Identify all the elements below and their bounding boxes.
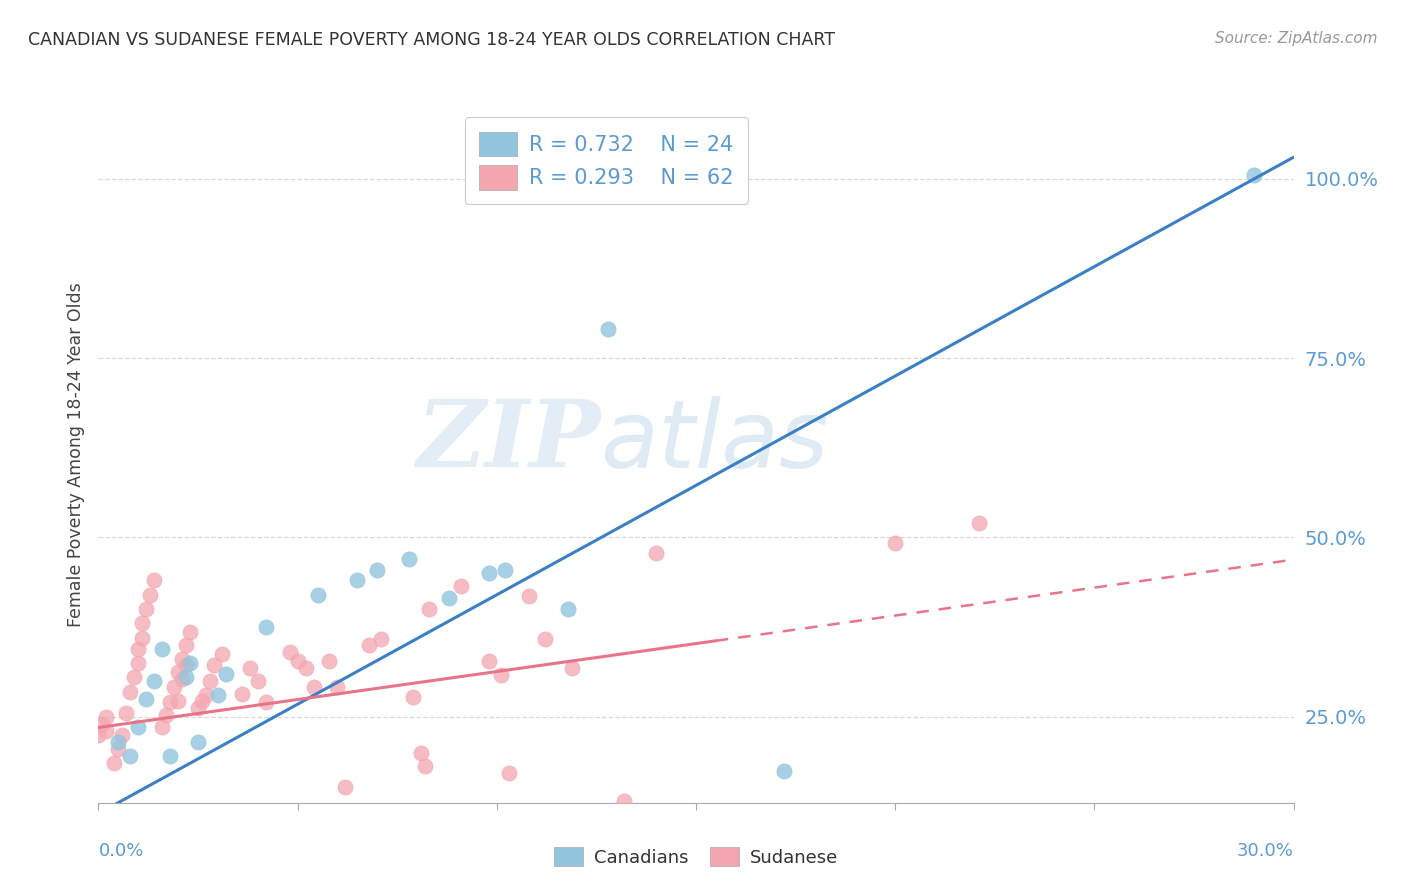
Point [111, 728, 134, 742]
Point [194, 688, 218, 702]
Point [107, 735, 129, 749]
Point [287, 654, 309, 668]
Point [167, 665, 190, 680]
Point [172, 652, 194, 666]
Legend: Canadians, Sudanese: Canadians, Sudanese [547, 840, 845, 874]
Point [174, 658, 197, 673]
Point [127, 656, 149, 670]
Point [561, 661, 583, 675]
Point [127, 721, 149, 735]
Point [398, 552, 420, 566]
Text: CANADIAN VS SUDANESE FEMALE POVERTY AMONG 18-24 YEAR OLDS CORRELATION CHART: CANADIAN VS SUDANESE FEMALE POVERTY AMON… [28, 31, 835, 49]
Point [174, 670, 197, 684]
Point [202, 658, 225, 673]
Point [131, 631, 153, 645]
Point [239, 661, 262, 675]
Point [124, 670, 146, 684]
Point [179, 625, 201, 640]
Text: atlas: atlas [600, 395, 828, 486]
Point [302, 680, 325, 694]
Point [413, 758, 436, 772]
Point [127, 641, 149, 656]
Point [120, 684, 142, 698]
Text: ZIP: ZIP [416, 396, 600, 486]
Point [231, 687, 253, 701]
Point [96, 724, 118, 739]
Point [478, 566, 501, 581]
Point [307, 588, 329, 602]
Point [645, 546, 668, 560]
Point [359, 638, 381, 652]
Point [450, 579, 472, 593]
Point [191, 694, 214, 708]
Point [155, 708, 177, 723]
Point [91, 717, 114, 731]
Point [179, 656, 201, 670]
Point [159, 749, 181, 764]
Point [278, 645, 301, 659]
Point [211, 647, 233, 661]
Point [772, 764, 794, 778]
Text: 30.0%: 30.0% [1237, 842, 1294, 860]
Point [174, 638, 197, 652]
Point [346, 574, 368, 588]
Point [437, 591, 460, 606]
Point [187, 701, 209, 715]
Point [143, 673, 166, 688]
Point [135, 602, 157, 616]
Point [139, 588, 162, 602]
Point [294, 661, 316, 675]
Point [884, 536, 907, 550]
Point [215, 666, 238, 681]
Point [159, 695, 181, 709]
Point [411, 746, 433, 760]
Point [163, 680, 186, 694]
Point [150, 721, 173, 735]
Y-axis label: Female Poverty Among 18-24 Year Olds: Female Poverty Among 18-24 Year Olds [66, 283, 84, 627]
Point [246, 673, 269, 688]
Point [143, 574, 166, 588]
Point [967, 516, 990, 530]
Point [613, 794, 636, 808]
Point [103, 756, 125, 771]
Point [198, 673, 221, 688]
Point [326, 680, 349, 694]
Point [254, 695, 277, 709]
Point [366, 563, 388, 577]
Point [254, 620, 277, 634]
Text: 0.0%: 0.0% [98, 842, 143, 860]
Point [494, 563, 516, 577]
Point [135, 691, 157, 706]
Point [402, 690, 425, 704]
Point [318, 654, 340, 668]
Point [598, 322, 620, 336]
Point [87, 728, 110, 742]
Point [557, 602, 579, 616]
Point [96, 710, 118, 724]
Point [533, 632, 555, 647]
Point [418, 602, 440, 616]
Point [498, 765, 520, 780]
Point [167, 694, 190, 708]
Point [172, 673, 194, 687]
Point [489, 668, 512, 682]
Point [131, 616, 153, 631]
Point [207, 688, 229, 702]
Point [115, 706, 138, 720]
Point [370, 632, 392, 647]
Point [478, 654, 501, 668]
Point [107, 742, 129, 756]
Point [120, 749, 142, 764]
Text: Source: ZipAtlas.com: Source: ZipAtlas.com [1215, 31, 1378, 46]
Point [1243, 168, 1265, 182]
Point [517, 589, 540, 603]
Point [150, 641, 173, 656]
Point [187, 735, 209, 749]
Point [335, 780, 357, 794]
